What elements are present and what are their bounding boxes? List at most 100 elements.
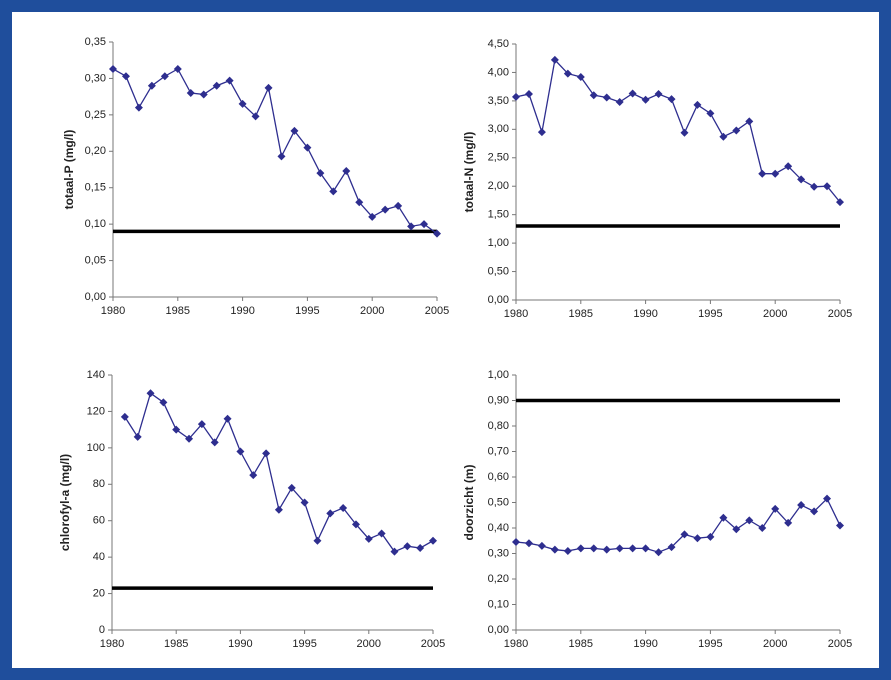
data-point (342, 166, 351, 175)
x-tick-label: 2005 (421, 638, 445, 650)
data-point (210, 438, 219, 447)
data-point (823, 494, 832, 503)
y-axis-label: totaal-P (mg/l) (62, 130, 76, 210)
y-tick-label: 140 (87, 369, 105, 381)
data-point (197, 420, 206, 429)
data-point (693, 100, 702, 109)
data-point (797, 501, 806, 510)
data-point (810, 182, 819, 191)
data-point (186, 89, 195, 97)
y-tick-label: 0,60 (488, 471, 509, 483)
data-point (602, 545, 611, 554)
data-point (287, 483, 296, 492)
data-point (784, 518, 793, 527)
data-point (290, 126, 299, 135)
x-tick-label: 2005 (828, 308, 852, 320)
y-tick-label: 0,90 (488, 394, 509, 406)
data-point (628, 544, 637, 553)
data-point (680, 530, 689, 539)
data-point (120, 412, 129, 421)
y-tick-label: 0,20 (488, 573, 509, 585)
y-tick-label: 0,10 (488, 598, 509, 610)
data-point (339, 503, 348, 512)
data-point (563, 546, 572, 555)
data-point (238, 99, 247, 108)
data-point (667, 95, 676, 104)
y-tick-label: 120 (87, 405, 105, 417)
data-point (264, 83, 273, 92)
x-tick-label: 2000 (763, 308, 787, 320)
x-tick-label: 1995 (295, 305, 319, 317)
data-point (377, 529, 386, 538)
x-tick-label: 2005 (425, 305, 449, 317)
data-point (172, 425, 181, 434)
x-tick-label: 2000 (357, 638, 381, 650)
data-point (329, 187, 338, 196)
data-point (251, 112, 260, 121)
y-tick-label: 0,40 (488, 522, 509, 534)
data-point (771, 169, 780, 178)
x-tick-label: 1990 (228, 638, 252, 650)
data-point (225, 76, 234, 85)
data-point (654, 90, 663, 99)
data-point (277, 152, 286, 161)
x-tick-label: 2000 (360, 305, 384, 317)
data-point (745, 516, 754, 525)
data-point (745, 117, 754, 126)
data-point (429, 536, 437, 545)
data-point (420, 220, 429, 229)
y-tick-label: 60 (93, 515, 105, 527)
data-point (160, 72, 169, 81)
data-point (316, 169, 325, 178)
data-point (355, 198, 364, 207)
data-point (381, 205, 390, 214)
y-axis-label: chlorofyl-a (mg/l) (58, 454, 72, 551)
data-point (300, 498, 309, 507)
data-point (654, 548, 663, 557)
data-point (159, 398, 168, 407)
data-point (693, 534, 702, 543)
data-point (628, 89, 637, 98)
data-point (394, 201, 403, 210)
data-point (274, 505, 283, 514)
data-point (173, 64, 182, 73)
data-point (146, 389, 155, 398)
y-tick-label: 0,50 (488, 265, 509, 277)
data-point (134, 103, 143, 112)
data-point (364, 534, 373, 543)
y-axis-label: totaal-N (mg/l) (462, 132, 476, 213)
y-tick-label: 0,00 (85, 291, 106, 303)
data-point (390, 547, 399, 556)
y-tick-label: 0,10 (85, 218, 106, 230)
data-point (524, 539, 533, 548)
data-point (641, 544, 650, 553)
y-tick-label: 100 (87, 442, 105, 454)
y-tick-label: 0,70 (488, 445, 509, 457)
data-point (223, 414, 232, 423)
data-point (563, 69, 572, 78)
data-point (109, 64, 117, 73)
x-tick-label: 1990 (633, 308, 657, 320)
data-point (433, 229, 441, 238)
y-tick-label: 0,30 (488, 547, 509, 559)
y-tick-label: 2,50 (488, 152, 509, 164)
data-point (121, 72, 130, 81)
data-point (771, 504, 780, 513)
x-tick-label: 1995 (292, 638, 316, 650)
data-point (615, 98, 624, 107)
y-tick-label: 0,00 (488, 624, 509, 636)
data-point (823, 182, 832, 191)
data-point (313, 536, 322, 545)
y-tick-label: 3,00 (488, 123, 509, 135)
data-point (706, 109, 715, 118)
data-point (407, 222, 416, 231)
data-point (326, 509, 335, 518)
data-point (758, 169, 767, 178)
data-point (368, 212, 377, 221)
x-tick-label: 1980 (100, 638, 124, 650)
data-point (550, 55, 559, 64)
x-tick-label: 1980 (504, 308, 528, 320)
data-point (236, 447, 245, 456)
